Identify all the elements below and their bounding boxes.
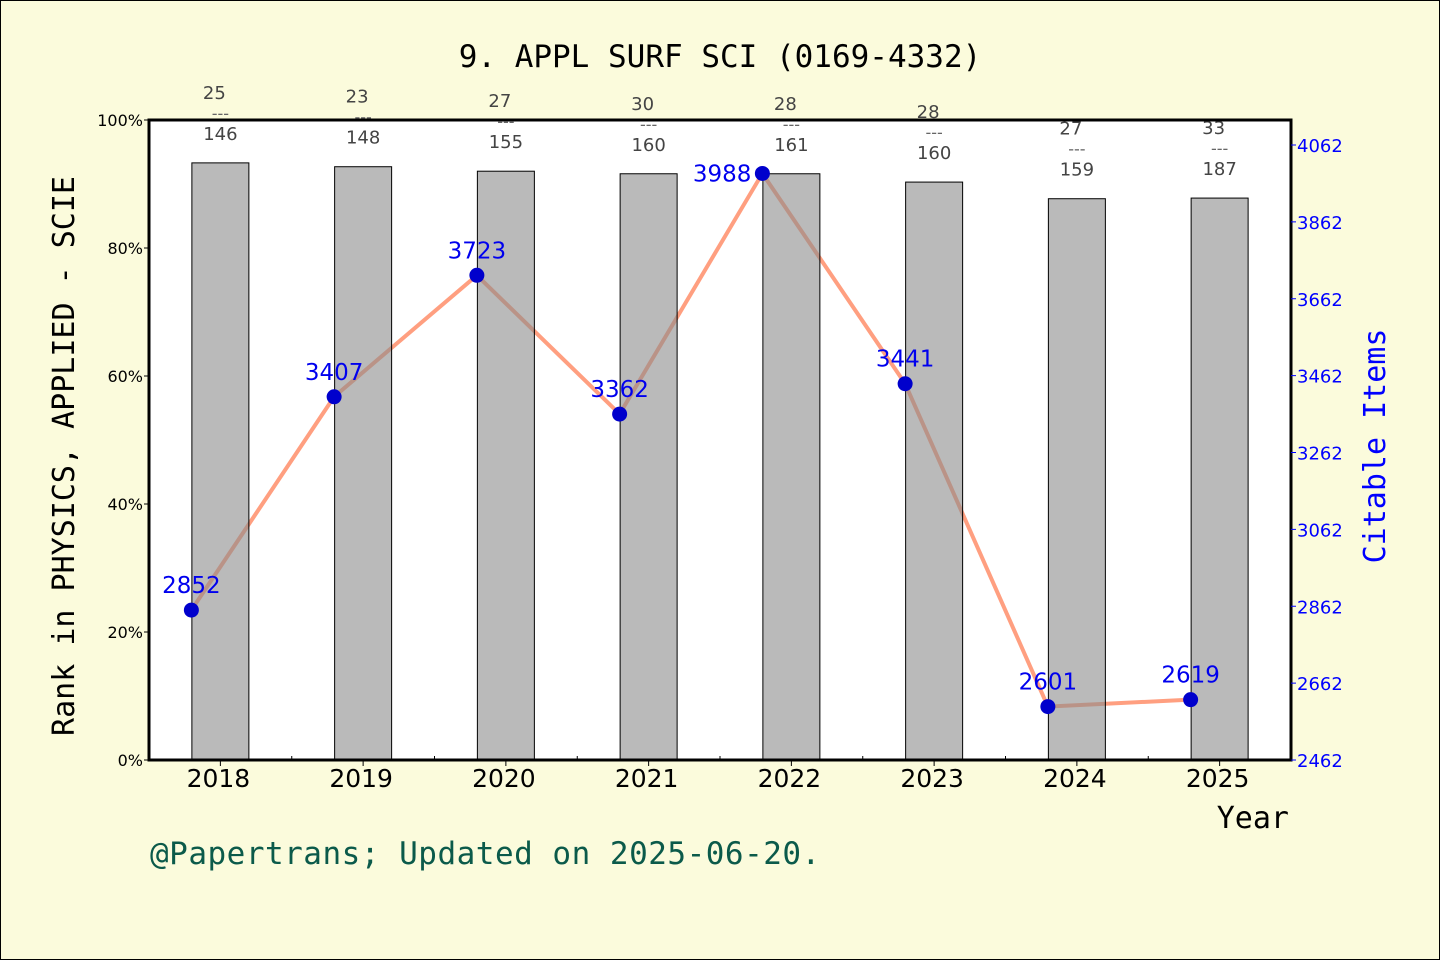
right-tick-label: 3462 [1297,367,1343,388]
line-value-label: 2852 [162,573,221,599]
line-point [326,389,342,405]
right-tick-label: 3062 [1297,520,1343,541]
x-tick-label: 2024 [1043,764,1107,793]
bar-2024 [1047,198,1106,761]
line-point [1183,692,1199,708]
bar-2018 [191,162,250,761]
total-label: 155 [489,132,523,153]
line-point [897,376,913,392]
rank-label: 33 [1202,118,1225,139]
rank-label: 25 [203,83,226,104]
left-tick-label: 0% [118,751,143,770]
line-value-label: 2601 [1019,670,1078,696]
left-tick-label: 80% [107,239,143,258]
fraction-bar: --- [497,112,514,131]
bar-2025 [1190,197,1249,761]
right-tick-label: 2462 [1297,751,1343,772]
right-tick-label: 3662 [1297,290,1343,311]
x-axis-label: Year [1217,801,1289,836]
line-point [1040,699,1056,715]
rank-label: 27 [1059,119,1082,140]
bar-2021 [619,173,678,761]
fraction-bar: --- [1211,139,1228,158]
right-tick-label: 3262 [1297,444,1343,465]
left-tick-label: 100% [97,111,143,130]
bar-2020 [476,170,535,761]
total-label: 187 [1202,159,1236,180]
rank-label: 27 [488,91,511,112]
line-value-label: 3407 [305,360,364,386]
line-point [754,165,770,181]
x-tick-label: 2020 [472,764,536,793]
rank-label: 30 [631,94,654,115]
right-tick-label: 4062 [1297,136,1343,157]
x-tick-label: 2022 [758,764,822,793]
fraction-bar: --- [1068,140,1085,159]
fraction-bar: --- [783,115,800,134]
bar-2022 [762,173,821,761]
rank-label: 28 [917,102,940,123]
fraction-bar: --- [354,108,371,127]
right-tick-label: 3862 [1297,213,1343,234]
fraction-bar: --- [925,123,942,142]
chart-title: 9. APPL SURF SCI (0169-4332) [459,39,982,75]
total-label: 161 [774,135,808,156]
total-label: 148 [346,128,380,149]
x-tick-label: 2018 [187,764,251,793]
left-tick-label: 40% [107,495,143,514]
left-tick-label: 60% [107,367,143,386]
right-tick-label: 2862 [1297,597,1343,618]
total-label: 160 [631,135,665,156]
total-label: 160 [917,143,951,164]
fraction-bar: --- [212,104,229,123]
left-axis-label: Rank in PHYSICS, APPLIED - SCIE [47,176,82,736]
total-label: 146 [203,124,237,145]
x-tick-label: 2023 [900,764,964,793]
line-point [183,602,199,618]
plot-area [149,120,1291,760]
line-value-label: 2619 [1161,663,1220,689]
rank-label: 23 [346,87,369,108]
line-value-label: 3723 [448,238,507,264]
bar-2019 [334,166,393,761]
line-point [469,267,485,283]
right-axis-label: Citable Items [1358,329,1393,564]
x-tick-label: 2021 [615,764,679,793]
x-tick-label: 2025 [1186,764,1250,793]
fraction-bar: --- [640,115,657,134]
left-tick-label: 20% [107,623,143,642]
line-value-label: 3441 [876,347,935,373]
rank-label: 28 [774,94,797,115]
right-tick-label: 2662 [1297,674,1343,695]
line-value-label: 3988 [693,161,752,187]
x-tick-label: 2019 [329,764,393,793]
line-point [612,406,628,422]
bar-2023 [905,181,964,761]
footer-text: @Papertrans; Updated on 2025-06-20. [150,836,821,872]
line-value-label: 3362 [590,377,649,403]
total-label: 159 [1060,160,1094,181]
